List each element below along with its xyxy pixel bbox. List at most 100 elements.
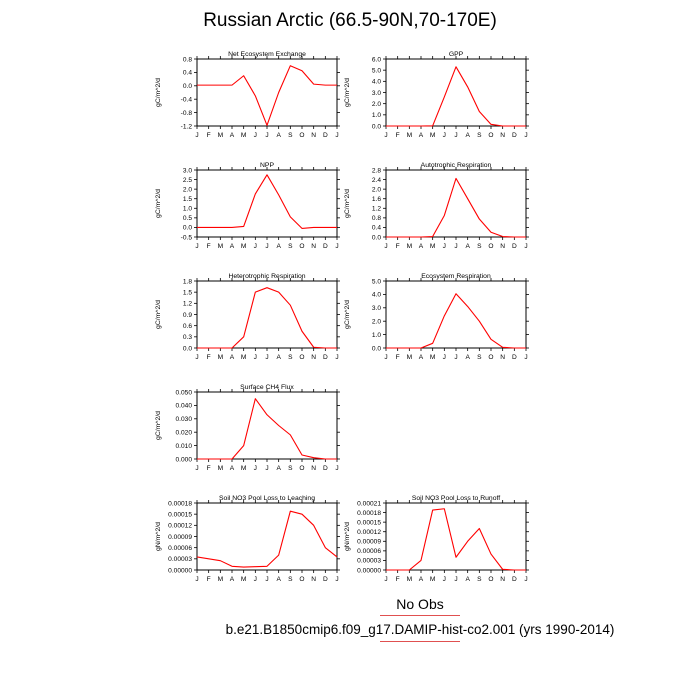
y-tick-label: 0.00015: [168, 511, 192, 518]
x-tick-label: A: [276, 576, 281, 583]
x-tick-label: M: [241, 465, 247, 472]
y-tick-label: 0.00018: [168, 500, 192, 507]
x-tick-label: J: [265, 576, 268, 583]
y-tick-label: 0.00000: [357, 567, 381, 574]
x-tick-label: S: [477, 354, 482, 361]
y-tick-label: 1.6: [372, 196, 381, 203]
y-tick-label: 0.0: [183, 225, 192, 232]
x-tick-label: F: [396, 354, 400, 361]
x-tick-label: N: [500, 132, 505, 139]
series-line: [386, 508, 526, 571]
x-tick-label: J: [335, 354, 338, 361]
plot-frame: [385, 280, 527, 349]
x-tick-label: O: [299, 132, 304, 139]
x-tick-label: A: [276, 243, 281, 250]
case-label: b.e21.B1850cmip6.f09_g17.DAMIP-hist-co2.…: [225, 622, 615, 637]
y-tick-label: 1.5: [183, 196, 192, 203]
plot-frame: [196, 280, 338, 349]
x-tick-label: D: [323, 354, 328, 361]
x-tick-label: J: [524, 132, 527, 139]
x-tick-label: J: [335, 465, 338, 472]
x-tick-label: N: [311, 132, 316, 139]
x-tick-label: N: [311, 576, 316, 583]
x-tick-label: A: [419, 132, 424, 139]
x-tick-label: M: [430, 243, 436, 250]
y-tick-label: 0.3: [183, 334, 192, 341]
y-tick-label: 0.9: [183, 312, 192, 319]
x-tick-label: A: [230, 243, 235, 250]
x-tick-label: J: [524, 243, 527, 250]
y-axis-label: gN/m^2/d: [155, 522, 162, 551]
panel-title: Ecosystem Respiration: [421, 273, 491, 280]
x-tick-label: M: [218, 465, 224, 472]
x-tick-label: O: [299, 465, 304, 472]
x-tick-label: M: [218, 354, 224, 361]
y-tick-label: 2.8: [372, 167, 381, 174]
y-tick-label: 0.010: [175, 443, 192, 450]
y-tick-label: 0.0: [183, 83, 192, 90]
x-tick-label: M: [241, 243, 247, 250]
panel-8: Soil NO3 Pool Loss to Leaching gN/m^2/d 0.…: [155, 495, 340, 583]
y-tick-label: 5.0: [372, 278, 381, 285]
case-label-line: [380, 641, 460, 642]
y-tick-label: 2.0: [372, 101, 381, 108]
x-tick-label: J: [195, 465, 198, 472]
x-tick-label: J: [254, 132, 257, 139]
y-tick-label: 2.0: [372, 186, 381, 193]
y-tick-label: 2.5: [183, 177, 192, 184]
y-tick-label: 0.040: [175, 403, 192, 410]
x-tick-label: O: [299, 354, 304, 361]
y-tick-label: 0.00003: [168, 556, 192, 563]
y-tick-label: 2.0: [372, 319, 381, 326]
x-tick-label: F: [207, 132, 211, 139]
panel-4: Autotrophic Respiration gC/m^2/d 0.0 0.4 0.8…: [344, 162, 529, 250]
x-tick-label: J: [195, 243, 198, 250]
plot-frame: [385, 58, 527, 127]
y-tick-label: 4.0: [372, 292, 381, 299]
series-line: [386, 293, 526, 349]
x-tick-label: S: [477, 132, 482, 139]
y-tick-label: 0.5: [183, 215, 192, 222]
panel-title: Surface CH4 Flux: [240, 384, 294, 391]
panel-7: Surface CH4 Flux gC/m^2/d 0.000 0.010 0.020 0…: [155, 384, 340, 472]
panel-5: Heterotrophic Respiration gC/m^2/d 0.0 0.3 0…: [155, 273, 340, 361]
x-tick-label: A: [230, 465, 235, 472]
y-tick-label: 2.4: [372, 177, 381, 184]
y-tick-label: 0.000: [175, 456, 192, 463]
x-tick-label: J: [524, 354, 527, 361]
y-tick-label: 4.0: [372, 79, 381, 86]
x-tick-label: D: [512, 243, 517, 250]
y-tick-label: 0.8: [183, 56, 192, 63]
legend-no-obs-line: [380, 615, 460, 616]
x-tick-label: J: [384, 243, 387, 250]
x-tick-label: D: [512, 576, 517, 583]
y-tick-label: 0.0: [372, 345, 381, 352]
x-tick-label: M: [430, 132, 436, 139]
x-tick-label: N: [311, 243, 316, 250]
y-tick-label: 0.0: [372, 234, 381, 241]
y-tick-label: -1.2: [181, 123, 193, 130]
panel-title: Soil NO3 Pool Loss to Leaching: [219, 495, 315, 502]
y-tick-label: 0.00009: [357, 539, 381, 546]
x-tick-label: M: [218, 576, 224, 583]
x-tick-label: M: [241, 354, 247, 361]
panel-title: Heterotrophic Respiration: [228, 273, 305, 280]
y-tick-label: 0.0: [183, 345, 192, 352]
panel-title: Net Ecosystem Exchange: [228, 51, 306, 58]
x-tick-label: J: [454, 243, 457, 250]
x-tick-label: J: [265, 132, 268, 139]
y-tick-label: 0.00012: [168, 523, 192, 530]
y-axis-label: gC/m^2/d: [344, 300, 351, 329]
series-line: [197, 398, 337, 460]
page-title: Russian Arctic (66.5-90N,70-170E): [203, 10, 497, 31]
x-tick-label: J: [265, 243, 268, 250]
y-tick-label: -0.5: [181, 234, 193, 241]
x-tick-label: F: [396, 132, 400, 139]
x-tick-label: J: [265, 465, 268, 472]
x-tick-label: J: [335, 132, 338, 139]
x-tick-label: J: [384, 576, 387, 583]
y-tick-label: 0.00006: [357, 548, 381, 555]
x-tick-label: M: [218, 243, 224, 250]
